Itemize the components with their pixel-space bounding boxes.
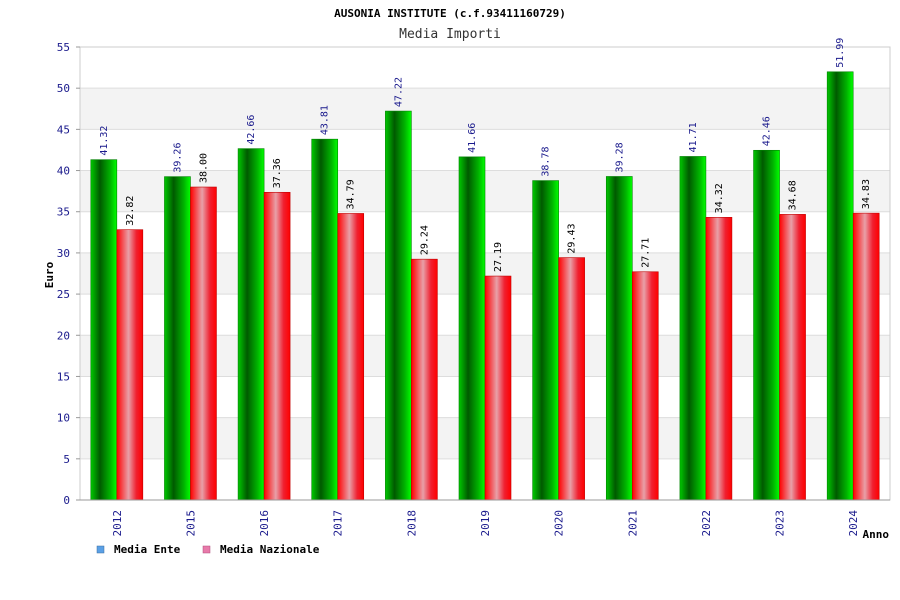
data-label-media-nazionale-2018: 29.24 xyxy=(419,225,430,255)
bar-media-ente-2024 xyxy=(826,71,854,501)
y-tick-label: 20 xyxy=(57,329,70,342)
y-tick-label: 0 xyxy=(63,494,70,507)
bar-media-ente-2023 xyxy=(753,149,780,501)
data-label-media-nazionale-2020: 29.43 xyxy=(567,223,578,253)
y-tick-label: 30 xyxy=(57,247,70,260)
x-tick-label-2012: 2012 xyxy=(111,510,124,537)
bar-media-ente-2018 xyxy=(385,110,412,501)
bar-media-nazionale-2019 xyxy=(484,275,512,501)
data-label-media-nazionale-2017: 34.79 xyxy=(346,179,357,209)
x-tick-label-2022: 2022 xyxy=(700,510,713,537)
bar-media-nazionale-2016 xyxy=(263,191,291,501)
data-label-media-nazionale-2023: 34.68 xyxy=(788,180,799,210)
data-label-media-ente-2016: 42.66 xyxy=(246,115,257,145)
x-tick-label-2019: 2019 xyxy=(479,510,492,537)
x-tick-label-2020: 2020 xyxy=(553,510,566,537)
y-tick-label: 25 xyxy=(57,288,70,301)
x-tick-label-2024: 2024 xyxy=(847,510,860,537)
data-label-media-nazionale-2024: 34.83 xyxy=(861,179,872,209)
y-tick-label: 55 xyxy=(57,41,70,54)
data-label-media-ente-2024: 51.99 xyxy=(835,38,846,68)
x-tick-label-2023: 2023 xyxy=(774,510,787,537)
x-tick-label-2018: 2018 xyxy=(405,510,418,537)
data-label-media-nazionale-2022: 34.32 xyxy=(714,183,725,213)
x-axis-label: Anno xyxy=(863,528,890,541)
x-tick-label-2016: 2016 xyxy=(258,510,271,537)
bar-media-nazionale-2020 xyxy=(558,257,585,501)
legend-label-media-nazionale: Media Nazionale xyxy=(220,543,320,556)
bar-media-ente-2021 xyxy=(605,176,633,501)
y-tick-label: 35 xyxy=(57,206,70,219)
bar-media-nazionale-2017 xyxy=(337,213,365,501)
y-tick-label: 10 xyxy=(57,412,70,425)
bar-media-ente-2012 xyxy=(90,159,118,501)
grid-band xyxy=(80,88,890,130)
data-label-media-nazionale-2012: 32.82 xyxy=(125,196,136,226)
y-tick-label: 45 xyxy=(57,123,70,136)
y-tick-label: 50 xyxy=(57,82,70,95)
legend-swatch-media-nazionale xyxy=(202,545,211,554)
data-label-media-ente-2022: 41.71 xyxy=(688,122,699,152)
data-label-media-nazionale-2021: 27.71 xyxy=(640,238,651,268)
x-tick-label-2017: 2017 xyxy=(332,510,345,537)
bar-media-nazionale-2022 xyxy=(705,217,733,501)
bar-media-ente-2015 xyxy=(164,176,191,501)
data-label-media-ente-2021: 39.28 xyxy=(614,142,625,172)
bar-media-nazionale-2015 xyxy=(190,186,217,501)
bar-media-nazionale-2018 xyxy=(411,258,438,501)
data-label-media-ente-2017: 43.81 xyxy=(320,105,331,135)
data-label-media-ente-2015: 39.26 xyxy=(172,143,183,173)
data-label-media-ente-2018: 47.22 xyxy=(393,77,404,107)
bar-media-ente-2017 xyxy=(311,138,339,501)
x-tick-label-2015: 2015 xyxy=(184,510,197,537)
data-label-media-ente-2019: 41.66 xyxy=(467,123,478,153)
bar-media-ente-2016 xyxy=(237,148,265,501)
x-tick-label-2021: 2021 xyxy=(626,510,639,537)
data-label-media-nazionale-2015: 38.00 xyxy=(198,153,209,183)
chart-subtitle: Media Importi xyxy=(399,27,501,42)
data-label-media-ente-2012: 41.32 xyxy=(99,126,110,156)
data-label-media-ente-2023: 42.46 xyxy=(762,116,773,146)
bar-media-nazionale-2012 xyxy=(116,229,144,501)
y-tick-label: 15 xyxy=(57,370,70,383)
y-axis-label: Euro xyxy=(43,261,56,288)
bar-media-ente-2019 xyxy=(458,156,486,501)
bar-media-nazionale-2021 xyxy=(631,271,659,501)
legend-swatch-media-ente xyxy=(96,545,105,554)
data-label-media-ente-2020: 38.78 xyxy=(541,146,552,176)
chart-title: AUSONIA INSTITUTE (c.f.93411160729) xyxy=(334,7,566,20)
legend-label-media-ente: Media Ente xyxy=(114,543,181,556)
y-tick-label: 40 xyxy=(57,165,70,178)
data-label-media-nazionale-2016: 37.36 xyxy=(272,158,283,188)
bar-media-nazionale-2023 xyxy=(779,214,806,501)
bar-media-ente-2020 xyxy=(532,180,559,501)
y-axis-ticks: 0 5 10 15 20 25 30 35 40 45 50 55 xyxy=(57,41,80,507)
x-axis-ticks: 2012 2015 2016 2017 2018 2019 2020 2021 2022 2023… xyxy=(111,510,860,537)
y-tick-label: 5 xyxy=(63,453,70,466)
legend: Media Ente Media Nazionale xyxy=(96,543,320,556)
bar-media-ente-2022 xyxy=(679,156,707,501)
bar-media-nazionale-2024 xyxy=(852,212,880,501)
data-label-media-nazionale-2019: 27.19 xyxy=(493,242,504,272)
